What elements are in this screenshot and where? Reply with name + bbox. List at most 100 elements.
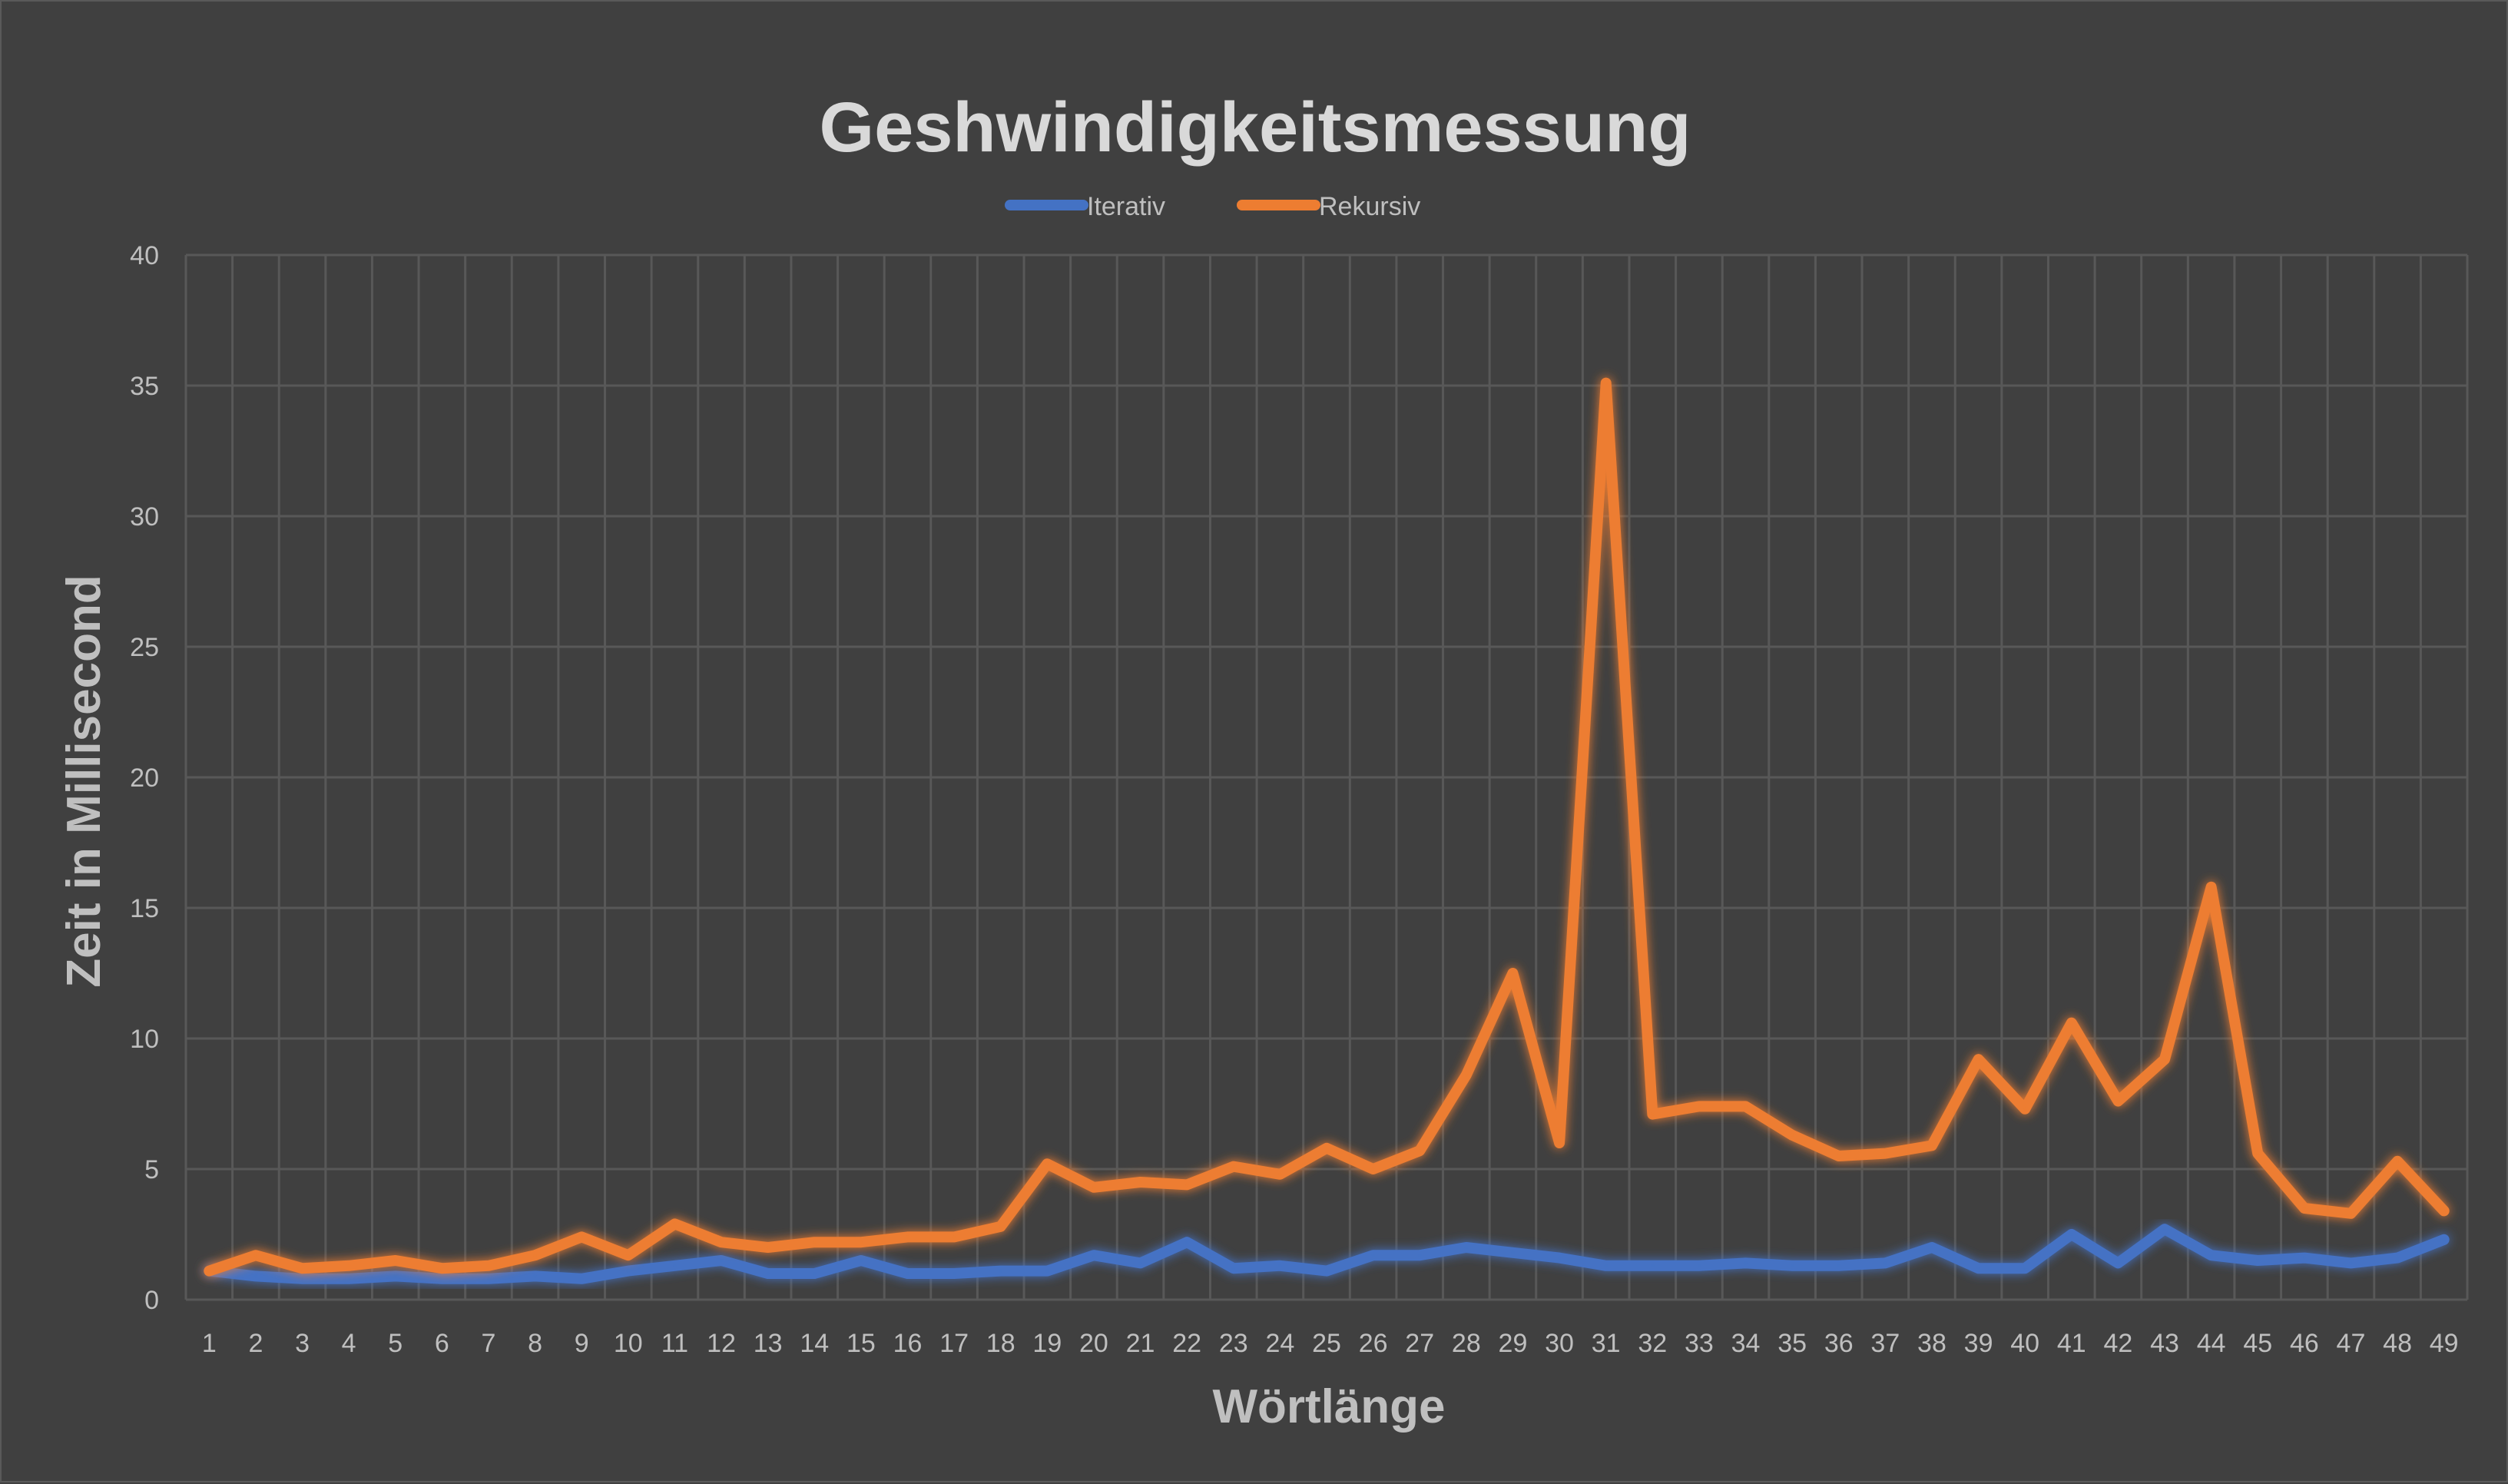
x-tick-label: 34 — [1731, 1329, 1761, 1358]
x-tick-label: 20 — [1079, 1329, 1108, 1358]
data-point-rekursiv — [393, 1259, 397, 1262]
x-tick-label: 31 — [1592, 1329, 1621, 1358]
data-point-iterativ — [626, 1269, 630, 1273]
data-point-rekursiv — [1651, 1112, 1655, 1116]
x-tick-label: 17 — [939, 1329, 969, 1358]
data-point-rekursiv — [300, 1267, 304, 1270]
data-point-rekursiv — [1325, 1146, 1328, 1150]
data-point-rekursiv — [1371, 1168, 1375, 1171]
data-point-rekursiv — [673, 1222, 677, 1226]
x-tick-label: 29 — [1499, 1329, 1528, 1358]
y-tick-label: 20 — [130, 764, 159, 793]
data-point-rekursiv — [2163, 1058, 2167, 1062]
x-tick-label: 44 — [2197, 1329, 2226, 1358]
x-tick-label: 48 — [2383, 1329, 2412, 1358]
data-point-iterativ — [440, 1277, 444, 1280]
data-point-iterativ — [1418, 1254, 1422, 1257]
x-tick-label: 25 — [1312, 1329, 1341, 1358]
data-point-rekursiv — [2349, 1211, 2353, 1215]
data-point-iterativ — [1231, 1267, 1235, 1270]
data-point-iterativ — [253, 1274, 257, 1278]
x-tick-label: 22 — [1172, 1329, 1201, 1358]
x-tick-label: 11 — [661, 1329, 688, 1358]
x-tick-label: 42 — [2103, 1329, 2132, 1358]
data-point-iterativ — [1511, 1250, 1515, 1254]
y-tick-label: 25 — [130, 633, 159, 662]
x-tick-label: 36 — [1824, 1329, 1854, 1358]
data-point-rekursiv — [1278, 1172, 1282, 1176]
series — [204, 377, 2450, 1284]
data-point-rekursiv — [2023, 1107, 2027, 1111]
x-tick-label: 15 — [846, 1329, 876, 1358]
data-point-iterativ — [720, 1259, 724, 1262]
x-tick-label: 41 — [2057, 1329, 2086, 1358]
data-point-rekursiv — [1744, 1105, 1748, 1108]
x-tick-label: 23 — [1219, 1329, 1248, 1358]
y-tick-label: 40 — [130, 241, 159, 270]
data-point-iterativ — [2256, 1259, 2260, 1262]
data-point-rekursiv — [999, 1224, 1002, 1228]
x-tick-label: 21 — [1126, 1329, 1155, 1358]
data-point-iterativ — [2163, 1227, 2167, 1231]
x-tick-label: 46 — [2290, 1329, 2319, 1358]
data-point-rekursiv — [207, 1269, 211, 1273]
data-point-rekursiv — [766, 1246, 770, 1249]
x-tick-label: 32 — [1638, 1329, 1667, 1358]
data-point-rekursiv — [859, 1241, 863, 1244]
legend: Iterativ Rekursiv — [1005, 192, 1420, 221]
y-axis-ticks: 0 5 10 15 20 25 30 35 40 — [130, 241, 159, 1315]
data-point-iterativ — [1185, 1241, 1189, 1244]
x-tick-label: 35 — [1777, 1329, 1807, 1358]
data-point-iterativ — [1930, 1246, 1933, 1249]
data-point-iterativ — [1651, 1264, 1655, 1267]
x-tick-label: 10 — [614, 1329, 643, 1358]
data-point-rekursiv — [1138, 1181, 1142, 1184]
grid — [184, 253, 2469, 1301]
x-tick-label: 39 — [1964, 1329, 1993, 1358]
x-axis-title: Wörtlänge — [1212, 1380, 1445, 1433]
y-tick-label: 30 — [130, 502, 159, 532]
data-point-rekursiv — [1185, 1183, 1189, 1187]
data-point-rekursiv — [2442, 1209, 2446, 1213]
x-tick-label: 33 — [1685, 1329, 1714, 1358]
data-point-iterativ — [2396, 1256, 2400, 1260]
x-tick-label: 1 — [202, 1329, 217, 1358]
x-tick-label: 6 — [435, 1329, 449, 1358]
data-point-iterativ — [2116, 1261, 2120, 1265]
y-axis-title: Zeit in Millisecond — [58, 575, 111, 987]
data-point-rekursiv — [1604, 381, 1608, 385]
legend-label-iterativ: Iterativ — [1087, 192, 1165, 221]
data-point-iterativ — [1604, 1264, 1608, 1267]
x-tick-label: 5 — [388, 1329, 403, 1358]
data-point-iterativ — [300, 1277, 304, 1280]
data-point-rekursiv — [1231, 1164, 1235, 1168]
x-tick-label: 49 — [2430, 1329, 2459, 1358]
data-point-rekursiv — [1883, 1151, 1887, 1155]
data-point-iterativ — [393, 1274, 397, 1278]
x-tick-label: 8 — [528, 1329, 542, 1358]
y-tick-label: 5 — [144, 1155, 159, 1184]
data-point-iterativ — [2302, 1256, 2306, 1260]
data-point-rekursiv — [2209, 885, 2213, 889]
x-tick-label: 19 — [1032, 1329, 1062, 1358]
data-point-iterativ — [2069, 1233, 2073, 1236]
data-point-iterativ — [347, 1277, 351, 1280]
data-point-rekursiv — [1045, 1162, 1049, 1166]
data-point-rekursiv — [2069, 1021, 2073, 1025]
data-point-rekursiv — [486, 1264, 490, 1267]
data-point-rekursiv — [1511, 972, 1515, 975]
data-point-iterativ — [766, 1272, 770, 1275]
data-point-iterativ — [673, 1264, 677, 1267]
x-tick-label: 40 — [2010, 1329, 2039, 1358]
data-point-iterativ — [1883, 1261, 1887, 1265]
data-point-rekursiv — [440, 1267, 444, 1270]
data-point-iterativ — [1837, 1264, 1840, 1267]
x-axis-ticks: 1 2 3 4 5 6 7 8 9 10 11 12 13 14 15 16 17 18 19 20 21 22 23 24 2… — [202, 1329, 2459, 1358]
data-point-iterativ — [2442, 1237, 2446, 1241]
data-point-rekursiv — [906, 1235, 909, 1239]
x-tick-label: 14 — [800, 1329, 829, 1358]
data-point-rekursiv — [953, 1235, 956, 1239]
data-point-rekursiv — [347, 1264, 351, 1267]
data-point-iterativ — [999, 1269, 1002, 1273]
